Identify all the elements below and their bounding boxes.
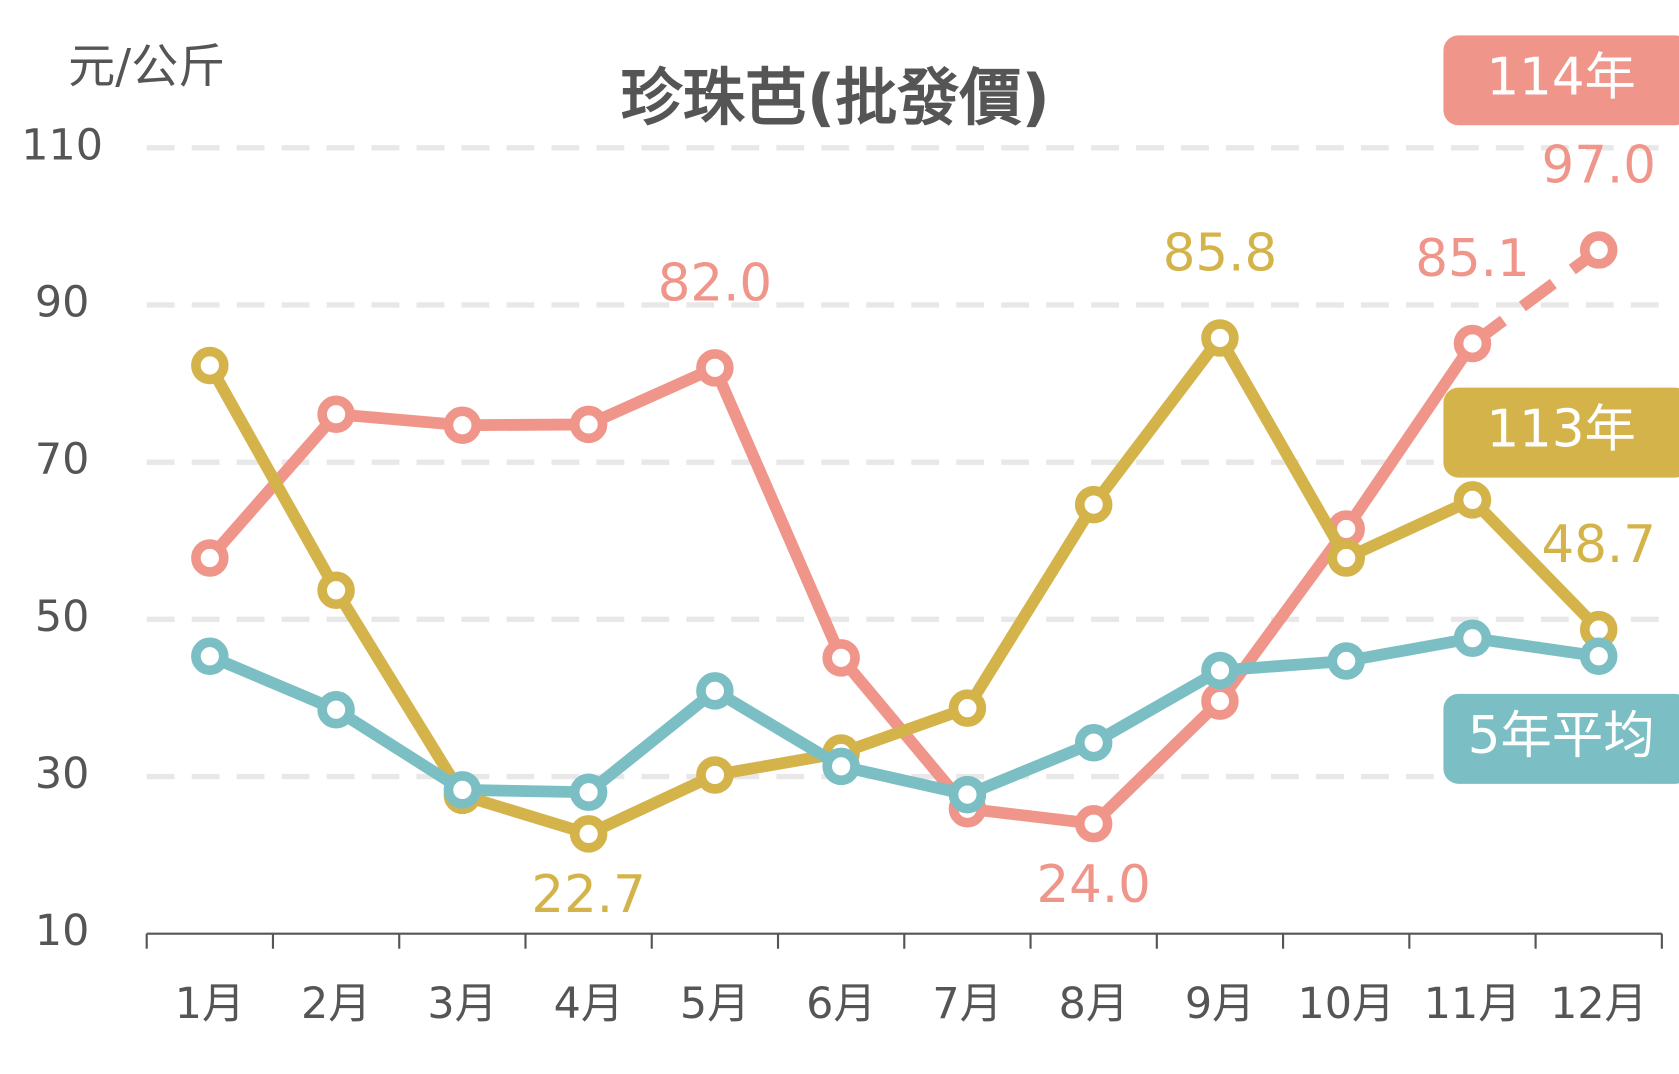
y-axis-label: 元/公斤 xyxy=(68,40,225,95)
point xyxy=(1074,804,1113,843)
point xyxy=(1453,619,1492,657)
series-line xyxy=(204,332,1603,840)
value-label: 85.8 xyxy=(1163,224,1277,284)
point xyxy=(948,775,987,814)
point xyxy=(317,690,355,729)
x-tick-label: 5月 xyxy=(680,979,750,1029)
series-line-dashed xyxy=(1468,245,1603,349)
value-label: 82.0 xyxy=(658,253,772,313)
point xyxy=(317,571,355,610)
x-tick-label: 7月 xyxy=(932,979,1002,1029)
x-tick-label: 1月 xyxy=(175,979,245,1029)
y-tick-label: 30 xyxy=(35,749,90,799)
point xyxy=(696,756,734,794)
x-tick-label: 10月 xyxy=(1298,979,1395,1029)
x-tick-label: 4月 xyxy=(554,979,624,1029)
point xyxy=(1453,324,1492,363)
point xyxy=(1579,637,1618,676)
point xyxy=(1579,231,1618,269)
x-tick-label: 3月 xyxy=(427,979,497,1029)
value-label: 97.0 xyxy=(1542,136,1656,196)
point xyxy=(1327,642,1365,680)
series-line xyxy=(207,632,1600,801)
point xyxy=(569,405,608,444)
legend-box xyxy=(1443,35,1679,126)
value-label: 85.1 xyxy=(1415,229,1529,289)
chart-title: 珍珠芭(批發價) xyxy=(621,61,1050,134)
point xyxy=(569,815,608,853)
point xyxy=(1327,539,1365,577)
point xyxy=(443,771,482,809)
point xyxy=(443,406,482,444)
point xyxy=(191,346,229,385)
y-tick-label: 70 xyxy=(35,435,90,485)
value-label: 24.0 xyxy=(1036,855,1150,915)
point xyxy=(822,747,860,786)
legend-box xyxy=(1443,693,1679,784)
point xyxy=(696,349,734,387)
y-tick-label: 110 xyxy=(21,120,103,170)
legend-label: 5年平均 xyxy=(1468,706,1655,766)
point xyxy=(1453,481,1492,519)
point xyxy=(191,539,229,577)
point xyxy=(1074,724,1113,762)
legend-label: 114年 xyxy=(1486,47,1635,107)
x-tick-label: 8月 xyxy=(1059,979,1129,1029)
point xyxy=(569,773,608,811)
point xyxy=(1201,319,1239,357)
point xyxy=(1201,682,1239,720)
value-label: 22.7 xyxy=(531,865,645,925)
point xyxy=(1201,651,1239,690)
x-tick-label: 11月 xyxy=(1424,979,1521,1029)
x-tick-label: 12月 xyxy=(1550,979,1647,1029)
point xyxy=(696,672,734,710)
y-tick-label: 50 xyxy=(35,592,90,642)
point xyxy=(822,639,860,677)
legend-box xyxy=(1443,387,1679,478)
point xyxy=(948,689,987,727)
value-label: 48.7 xyxy=(1542,515,1656,575)
x-tick-label: 9月 xyxy=(1185,979,1255,1029)
x-tick-label: 6月 xyxy=(806,979,876,1029)
point xyxy=(191,637,229,676)
point xyxy=(1074,485,1113,524)
y-tick-label: 10 xyxy=(35,906,90,956)
point xyxy=(317,395,355,433)
x-tick-label: 2月 xyxy=(301,979,371,1029)
legend-label: 113年 xyxy=(1486,400,1635,460)
y-tick-label: 90 xyxy=(35,277,90,327)
